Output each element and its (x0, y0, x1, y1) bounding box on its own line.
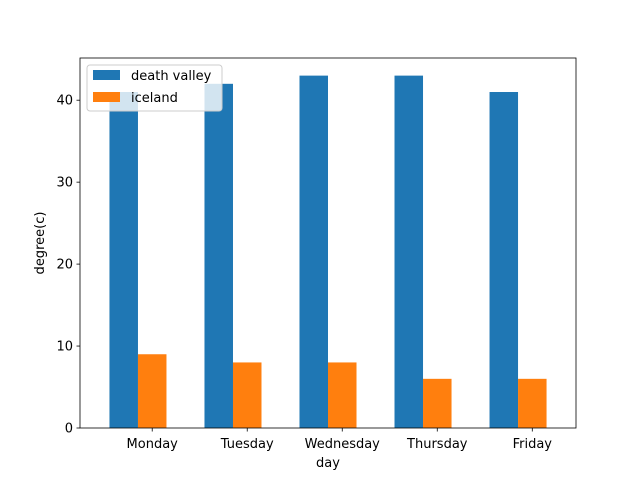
bar-iceland-wednesday (328, 362, 357, 428)
bar-iceland-tuesday (232, 362, 262, 428)
bar-death-valley-tuesday (204, 83, 233, 428)
x-axis-label: day (316, 456, 340, 471)
legend-label-iceland: iceland (131, 91, 178, 106)
y-axis-label: degree(c) (33, 212, 48, 275)
legend-swatch-death-valley (93, 70, 120, 80)
legend-frame (86, 64, 223, 112)
bar-death-valley-monday (109, 92, 138, 428)
x-tick-label: Monday (127, 437, 179, 452)
y-tick-label: 40 (56, 94, 73, 109)
bar-death-valley-thursday (394, 75, 424, 429)
y-tick-label: 0 (65, 422, 73, 437)
y-tick-label: 30 (56, 176, 73, 191)
x-tick-label: Friday (513, 437, 553, 452)
plot-area-frame (79, 57, 577, 429)
bar-death-valley-friday (489, 92, 519, 428)
legend-label-death-valley: death valley (131, 69, 212, 84)
legend-swatch-iceland (93, 92, 120, 102)
y-axis-ticks: 0 10 20 30 40 (56, 94, 80, 437)
y-tick-label: 20 (56, 258, 73, 273)
y-tick-label: 10 (56, 340, 73, 355)
x-tick-label: Wednesday (305, 437, 381, 452)
bar-iceland-thursday (423, 378, 452, 428)
x-axis-ticks: Monday Tuesday Wednesday Thursday Friday (127, 428, 553, 452)
bar-iceland-friday (518, 378, 547, 428)
bars-group (109, 75, 547, 429)
bar-death-valley-wednesday (299, 75, 328, 429)
legend: death valley iceland (86, 64, 223, 112)
bar-iceland-monday (137, 354, 167, 428)
x-tick-label: Tuesday (220, 437, 274, 452)
x-tick-label: Thursday (406, 437, 468, 452)
